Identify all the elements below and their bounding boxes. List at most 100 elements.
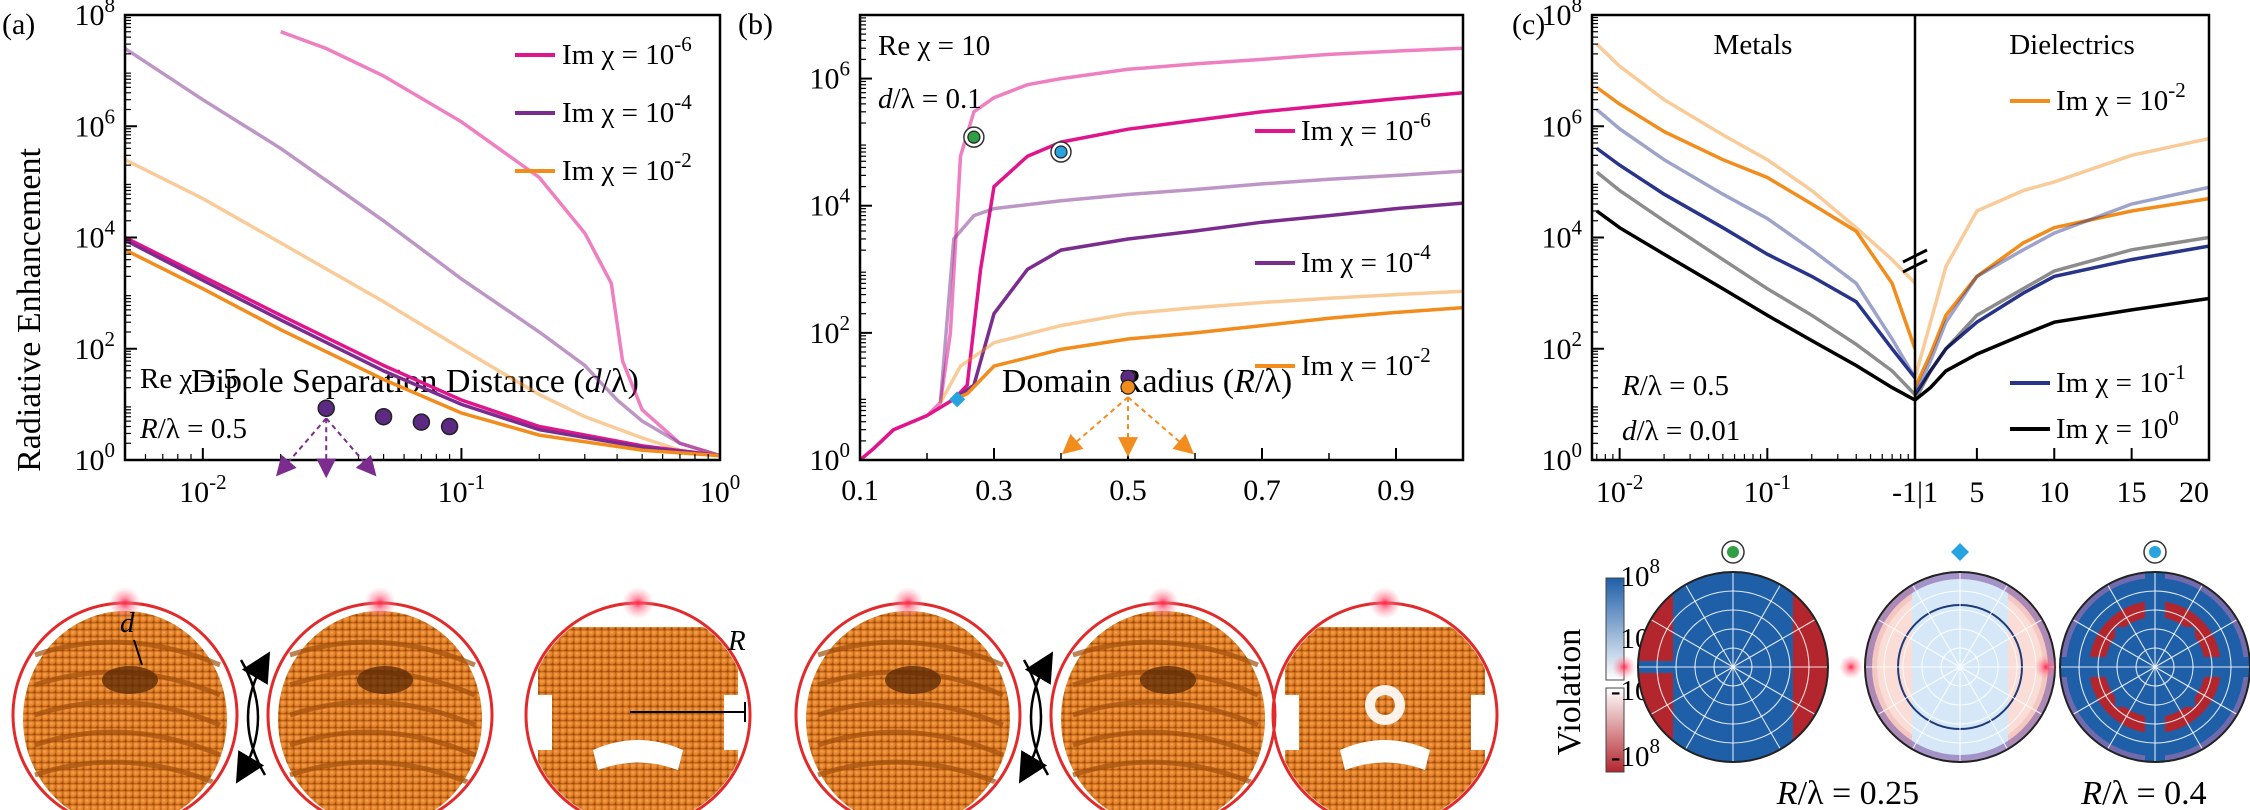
structure-render-0	[11, 587, 239, 810]
panel-c-xtick-left-1: 10-1	[1744, 470, 1792, 509]
structure-render-2	[524, 587, 752, 810]
region-metals: Metals	[1714, 29, 1793, 61]
panel-b-legend-label-0: Im χ = 10-6	[1301, 108, 1431, 147]
panel-b-markers	[949, 126, 1195, 458]
panel-c-dielectrics-line-2	[1915, 185, 2209, 396]
dipole-glow-1	[364, 587, 396, 619]
panel-a-label: (a)	[2, 8, 35, 41]
panel-b-ytick-0: 100	[810, 438, 851, 477]
panel-a-ytick-1: 102	[75, 327, 116, 366]
colorbar-ticks: 108100-100-108	[1611, 554, 1660, 773]
panel-b-marker-4	[1120, 379, 1136, 395]
panel-b-d-lambda: d/λ = 0.1	[878, 83, 982, 115]
panel-c-xtick-right-4: 20	[2179, 476, 2209, 509]
panel-b-series-line-3	[952, 201, 1463, 401]
panel-c-legend-label-2: Im χ = 100	[2056, 406, 2179, 445]
panel-a-ylabel: Radiative Enhancement	[11, 148, 48, 472]
panel-c-xtick-right-2: 10	[2039, 476, 2069, 509]
dipole-glow-2	[622, 587, 654, 619]
panel-c-metals-line-1	[1595, 85, 1915, 350]
panel-a-xtick-2: 100	[700, 470, 741, 509]
polar-map-2	[2034, 540, 2250, 763]
panel-a-xtick-0: 10-2	[179, 470, 227, 509]
label-r: R	[727, 625, 746, 657]
panel-c-xtick-right-3: 15	[2117, 476, 2147, 509]
panel-b-series-line-4	[938, 289, 1463, 404]
panel-c-xticks: 10-2 10-1 -1|1 5 10 15 20	[1596, 448, 2210, 509]
panel-b: (b) Domain Radius (R/λ) 100 102 104 106 0.1…	[738, 8, 1465, 507]
colorbar-negative	[1605, 687, 1625, 773]
panel-c-metals-line-5	[1595, 209, 1915, 402]
panel-a-marker-2	[412, 413, 431, 431]
panel-c-xtick-left-0: 10-2	[1596, 470, 1644, 509]
violation-maps: Violation 108100-100-108 R/λ = 0.25 R/λ …	[1551, 540, 2250, 810]
panel-a-ytick-4: 108	[75, 0, 116, 32]
colorbar-tick-3: -108	[1611, 734, 1660, 773]
voxel-shape	[278, 611, 482, 810]
panel-c-ytick-4: 108	[1542, 0, 1583, 32]
panel-c-r-lambda: R/λ = 0.5	[1621, 370, 1729, 402]
panel-c-metals-line-0	[1595, 42, 1915, 285]
panel-b-series-line-2	[938, 169, 1463, 403]
panel-a-ytick-0: 100	[75, 438, 116, 477]
panel-b-yticks: 100 102 104 106	[810, 17, 872, 477]
polar-dipole-glow-1	[1839, 655, 1863, 679]
panel-c-dielectrics-line-3	[1915, 244, 2209, 396]
panel-b-marker-1	[1054, 145, 1068, 159]
panel-c-legend: Im χ = 10-2 Im χ = 10-1 Im χ = 100	[2010, 78, 2186, 445]
panel-c-xtick-right-1: 5	[1969, 476, 1984, 509]
polar-label-025: R/λ = 0.25	[1776, 775, 1919, 810]
panel-a-ytick-3: 106	[75, 104, 116, 143]
polar-key-marker-0	[1727, 546, 1739, 558]
dipole-glow-4	[1147, 587, 1179, 619]
panel-b-series-line-5	[953, 305, 1463, 401]
panel-c-metals-line-2	[1595, 108, 1915, 379]
panel-c-ytick-1: 102	[1542, 327, 1583, 366]
dipole-glow-5	[1369, 587, 1401, 619]
colorbar-tick-0: 108	[1621, 554, 1661, 593]
panel-b-label: (b)	[738, 8, 773, 41]
panel-b-series-line-1	[860, 90, 1463, 460]
panel-c-metals-line-4	[1595, 170, 1915, 396]
panel-b-marker-0	[967, 130, 981, 144]
panel-a-markers	[275, 399, 459, 479]
polar-key-marker-2	[2149, 546, 2161, 558]
voxel-shape	[806, 611, 1010, 810]
panel-c-dielectrics-line-0	[1915, 136, 2209, 379]
panel-b-re-chi: Re χ = 10	[878, 30, 990, 62]
panel-c-ytick-2: 104	[1542, 216, 1583, 255]
panel-a-xticks: 10-2 10-1 100	[124, 448, 741, 509]
panel-c-ytick-3: 106	[1542, 104, 1583, 143]
panel-a-series-line-5	[125, 248, 720, 458]
label-d: d	[120, 607, 135, 639]
structure-render-4	[1049, 587, 1277, 810]
polar-dipole-glow-2	[2034, 655, 2058, 679]
panel-c-d-lambda: d/λ = 0.01	[1622, 415, 1740, 447]
panel-c-plot	[1595, 42, 2209, 402]
panel-a-plot	[125, 30, 720, 458]
polar-dipole-glow-0	[1612, 655, 1636, 679]
panel-b-xtick-4: 0.9	[1377, 474, 1415, 507]
voxel-shape	[23, 611, 227, 810]
panel-a-series-line-2	[125, 158, 720, 458]
panel-a-series-line-1	[125, 47, 720, 458]
panel-a-series-line-4	[125, 238, 720, 458]
axis-break-marker	[1902, 248, 1928, 274]
structure-render-1	[266, 587, 494, 810]
panel-c-dielectrics-line-4	[1915, 235, 2209, 401]
polar-key-marker-1	[1951, 543, 1969, 561]
panel-b-arrow-2	[1127, 396, 1195, 455]
panel-a-legend-label-1: Im χ = 10-4	[562, 90, 692, 129]
structure-renders: dR	[11, 587, 1499, 810]
polar-map-1	[1839, 543, 2056, 763]
polar-map-border-0	[1637, 571, 1829, 763]
panel-c-ytick-0: 100	[1542, 438, 1583, 477]
panel-b-legend-label-2: Im χ = 10-2	[1301, 343, 1431, 382]
panel-b-ytick-3: 106	[810, 57, 851, 96]
panel-c-dielectrics-line-1	[1915, 196, 2209, 389]
panel-a-r-lambda: R/λ = 0.5	[139, 413, 247, 445]
polar-map-0	[1612, 540, 1829, 763]
voxel-shape	[1061, 611, 1265, 810]
